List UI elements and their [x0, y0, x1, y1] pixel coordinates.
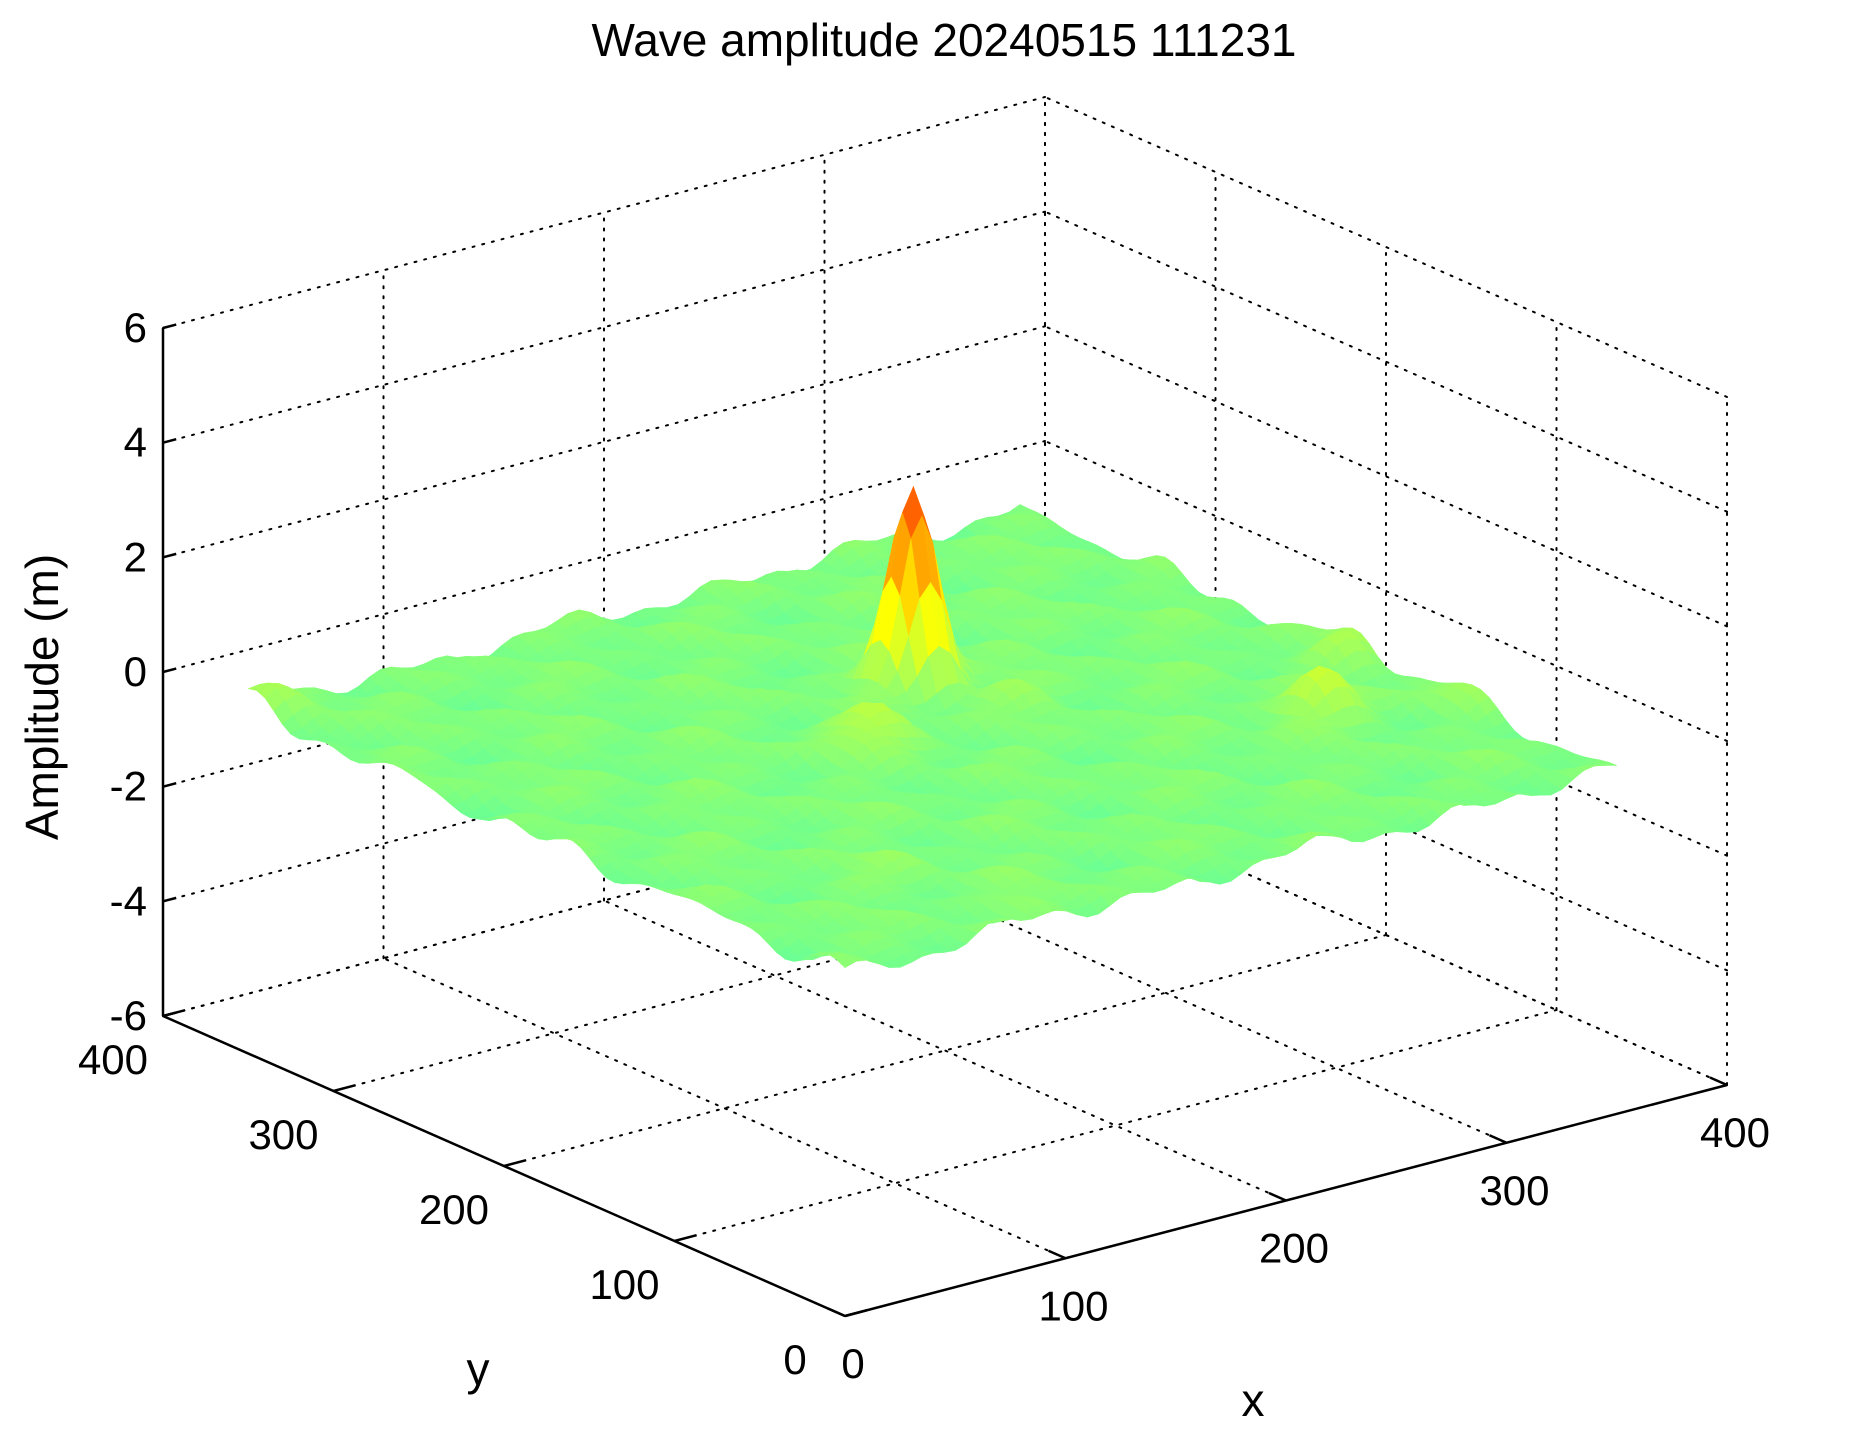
z-tick-label: 2 [124, 533, 147, 580]
grid-line [162, 210, 1046, 444]
grid-line [1044, 96, 1728, 398]
z-tick-mark [162, 437, 177, 444]
z-tick-mark [162, 552, 177, 559]
y-tick-label: 100 [589, 1261, 659, 1308]
z-tick-mark [162, 323, 177, 330]
y-tick-mark [844, 1309, 868, 1318]
x-tick-label: 400 [1700, 1109, 1770, 1156]
grid-line [673, 1009, 1558, 1242]
x-tick-label: 300 [1479, 1167, 1549, 1214]
y-tick-label: 200 [419, 1186, 489, 1233]
z-axis-label: Amplitude (m) [16, 554, 68, 840]
x-tick-mark [1268, 1191, 1287, 1202]
grid-line [1044, 440, 1728, 742]
y-tick-mark [333, 1084, 356, 1093]
grid-line [382, 957, 1067, 1260]
x-tick-mark [1047, 1249, 1067, 1260]
grid-line [162, 96, 1046, 329]
y-tick-label: 400 [78, 1036, 148, 1083]
z-tick-mark [162, 896, 177, 903]
grid-line [162, 440, 1046, 673]
z-tick-mark [162, 1011, 177, 1018]
x-tick-mark [1488, 1134, 1508, 1144]
z-tick-label: 6 [124, 304, 147, 351]
grid-line [162, 325, 1046, 559]
x-tick-label: 200 [1259, 1225, 1329, 1272]
x-axis-label: x [1242, 1374, 1265, 1426]
x-tick-label: 0 [841, 1340, 864, 1387]
grid-line [1044, 325, 1728, 628]
y-tick-mark [503, 1159, 527, 1168]
z-tick-label: -2 [110, 763, 147, 810]
surface-mesh [247, 485, 1617, 968]
z-tick-label: -6 [110, 992, 147, 1039]
x-tick-mark [1709, 1076, 1728, 1087]
z-tick-mark [162, 667, 177, 674]
z-tick-label: -4 [110, 877, 147, 924]
z-tick-mark [162, 781, 177, 788]
chart-title: Wave amplitude 20240515 111231 [591, 14, 1296, 66]
grid-line [1044, 210, 1728, 513]
z-tick-label: 0 [124, 648, 147, 695]
y-tick-mark [674, 1234, 697, 1243]
x-tick-label: 100 [1038, 1282, 1108, 1329]
y-tick-label: 300 [248, 1111, 318, 1158]
grid-line [603, 899, 1287, 1202]
z-tick-label: 4 [124, 419, 147, 466]
y-axis-label: y [467, 1343, 490, 1395]
grid-line [503, 934, 1387, 1167]
y-tick-label: 0 [783, 1336, 806, 1383]
x-tick-mark [827, 1307, 846, 1318]
